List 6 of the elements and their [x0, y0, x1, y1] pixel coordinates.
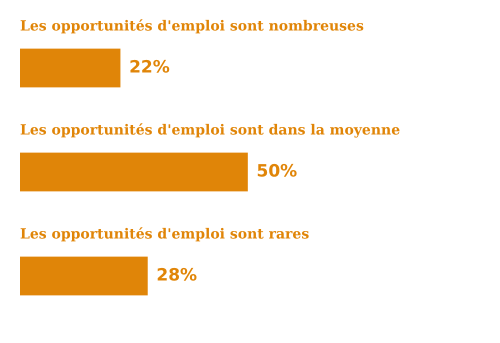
data-label: 22%	[129, 57, 170, 78]
y-tick-label: Les opportunités d'emploi sont dans la moyenne	[20, 122, 400, 139]
y-tick-label: Les opportunités d'emploi sont nombreuses	[20, 18, 364, 35]
data-label: 50%	[256, 161, 298, 182]
y-tick-label: Les opportunités d'emploi sont rares	[20, 226, 310, 243]
data-label: 28%	[156, 265, 198, 286]
